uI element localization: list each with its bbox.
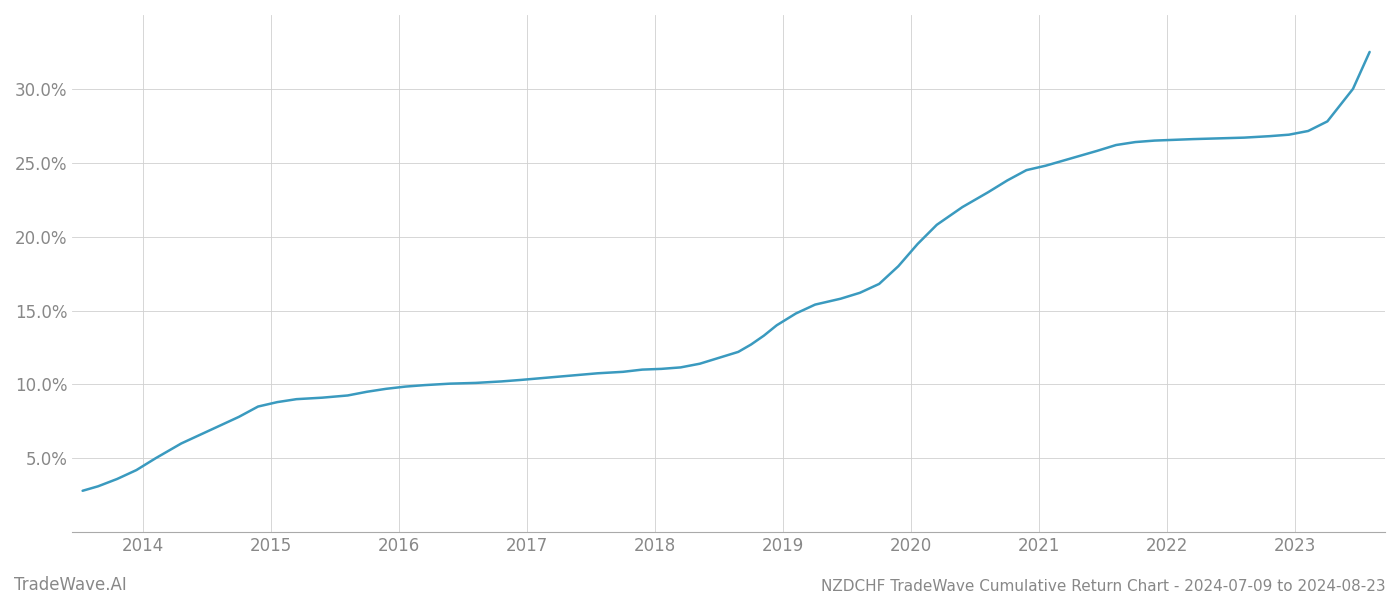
Text: TradeWave.AI: TradeWave.AI (14, 576, 127, 594)
Text: NZDCHF TradeWave Cumulative Return Chart - 2024-07-09 to 2024-08-23: NZDCHF TradeWave Cumulative Return Chart… (822, 579, 1386, 594)
